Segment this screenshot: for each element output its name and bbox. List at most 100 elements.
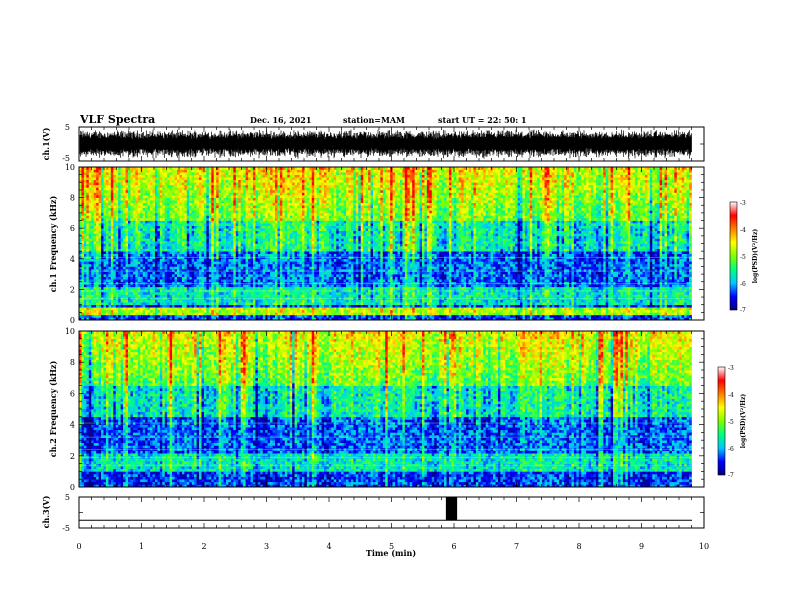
spectrogram-cell	[140, 228, 143, 231]
spectrogram-cell	[167, 203, 170, 206]
spectrogram-cell	[192, 305, 195, 308]
spectrogram-cell	[148, 284, 151, 287]
spectrogram-cell	[177, 295, 180, 298]
spectrogram-cell	[113, 287, 116, 290]
spectrogram-cell	[246, 226, 249, 229]
spectrogram-cell	[177, 193, 180, 196]
spectrogram-cell	[157, 218, 160, 221]
spectrogram-cell	[238, 274, 241, 277]
spectrogram-cell	[118, 218, 121, 221]
spectrogram-cell	[130, 300, 133, 303]
spectrogram-cell	[263, 259, 266, 262]
spectrogram-cell	[199, 210, 202, 213]
spectrogram-cell	[189, 302, 192, 305]
spectrogram-cell	[111, 180, 114, 183]
spectrogram-cell	[104, 203, 107, 206]
spectrogram-cell	[231, 246, 234, 249]
spectrogram-cell	[182, 185, 185, 188]
spectrogram-cell	[130, 238, 133, 241]
spectrogram-cell	[204, 261, 207, 264]
spectrogram-cell	[155, 228, 158, 231]
spectrogram-cell	[231, 292, 234, 295]
spectrogram-cell	[219, 238, 222, 241]
spectrogram-cell	[123, 170, 126, 173]
spectrogram-cell	[99, 185, 102, 188]
spectrogram-cell	[162, 274, 165, 277]
spectrogram-cell	[214, 180, 217, 183]
spectrogram-cell	[192, 182, 195, 185]
spectrogram-cell	[241, 264, 244, 267]
spectrogram-cell	[89, 246, 92, 249]
spectrogram-cell	[199, 198, 202, 201]
spectrogram-cell	[238, 231, 241, 234]
spectrogram-cell	[189, 274, 192, 277]
spectrogram-cell	[118, 249, 121, 252]
spectrogram-cell	[157, 264, 160, 267]
spectrogram-cell	[148, 190, 151, 193]
spectrogram-cell	[194, 310, 197, 313]
spectrogram-cell	[170, 259, 173, 262]
spectrogram-cell	[182, 198, 185, 201]
spectrogram-cell	[162, 180, 165, 183]
spectrogram-cell	[246, 180, 249, 183]
spectrogram-cell	[170, 187, 173, 190]
spectrogram-cell	[153, 266, 156, 269]
spectrogram-cell	[111, 213, 114, 216]
spectrogram-cell	[170, 287, 173, 290]
spectrogram-cell	[184, 277, 187, 280]
spectrogram-cell	[258, 238, 261, 241]
spectrogram-cell	[167, 236, 170, 239]
spectrogram-cell	[246, 177, 249, 180]
spectrogram-cell	[206, 274, 209, 277]
spectrogram-cell	[260, 198, 263, 201]
spectrogram-cell	[165, 244, 168, 247]
spectrogram-cell	[91, 295, 94, 298]
spectrogram-cell	[130, 244, 133, 247]
spectrogram-cell	[192, 175, 195, 178]
spectrogram-cell	[224, 310, 227, 313]
spectrogram-cell	[150, 315, 153, 318]
spectrogram-cell	[209, 269, 212, 272]
spectrogram-cell	[143, 200, 146, 203]
spectrogram-cell	[145, 264, 148, 267]
spectrogram-cell	[157, 259, 160, 262]
spectrogram-cell	[238, 205, 241, 208]
spectrogram-cell	[177, 310, 180, 313]
spectrogram-cell	[157, 180, 160, 183]
spectrogram-cell	[177, 198, 180, 201]
spectrogram-cell	[150, 236, 153, 239]
spectrogram-cell	[99, 210, 102, 213]
spectrogram-cell	[260, 200, 263, 203]
spectrogram-cell	[150, 185, 153, 188]
spectrogram-cell	[231, 307, 234, 310]
spectrogram-cell	[238, 187, 241, 190]
spectrogram-cell	[216, 284, 219, 287]
spectrogram-cell	[273, 210, 276, 213]
spectrogram-cell	[172, 249, 175, 252]
spectrogram-cell	[199, 218, 202, 221]
spectrogram-cell	[275, 177, 278, 180]
spectrogram-cell	[123, 266, 126, 269]
spectrogram-cell	[121, 302, 124, 305]
spectrogram-cell	[81, 251, 84, 254]
spectrogram-cell	[160, 302, 163, 305]
spectrogram-cell	[258, 279, 261, 282]
spectrogram-cell	[209, 249, 212, 252]
spectrogram-cell	[106, 213, 109, 216]
spectrogram-cell	[84, 231, 87, 234]
spectrogram-cell	[179, 246, 182, 249]
spectrogram-cell	[153, 231, 156, 234]
spectrogram-cell	[126, 310, 129, 313]
spectrogram-cell	[135, 264, 138, 267]
spectrogram-cell	[148, 236, 151, 239]
spectrogram-cell	[143, 203, 146, 206]
spectrogram-cell	[84, 210, 87, 213]
spectrogram-cell	[238, 244, 241, 247]
spectrogram-cell	[182, 236, 185, 239]
spectrogram-cell	[277, 300, 280, 303]
spectrogram-cell	[172, 233, 175, 236]
spectrogram-cell	[216, 279, 219, 282]
spectrogram-cell	[157, 221, 160, 224]
spectrogram-cell	[253, 269, 256, 272]
spectrogram-cell	[104, 307, 107, 310]
